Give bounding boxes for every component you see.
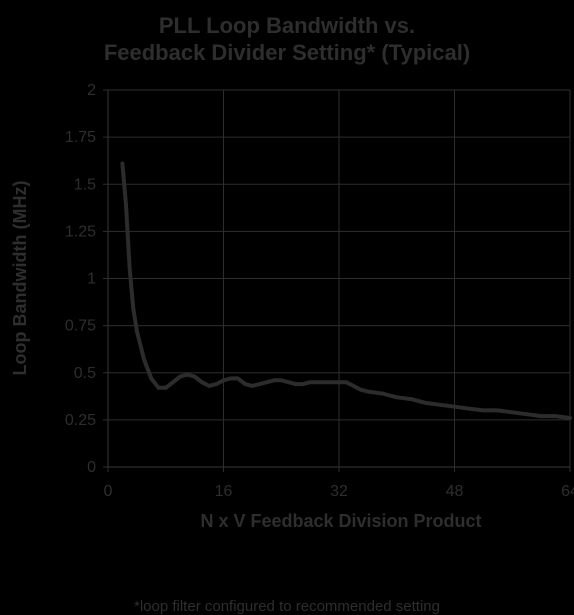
- y-tick-label: 2: [87, 82, 96, 99]
- chart-title-line-1: PLL Loop Bandwidth vs.: [158, 13, 416, 38]
- footnote: *loop filter configured to recommended s…: [133, 598, 440, 615]
- x-tick-label: 16: [215, 483, 233, 500]
- gridlines: [108, 89, 571, 467]
- y-tick-label: 0.25: [65, 412, 96, 429]
- y-tick-label: 1.25: [65, 223, 96, 240]
- y-tick-label: 0.75: [65, 318, 96, 335]
- y-tick-label: 1.5: [74, 176, 96, 193]
- x-tick-label: 64: [561, 483, 574, 500]
- axes: [103, 89, 571, 472]
- x-tick-label: 0: [104, 483, 113, 500]
- y-axis-label: Loop Bandwidth (MHz): [10, 181, 30, 376]
- y-tick-label: 1: [87, 271, 96, 288]
- x-axis-label: N x V Feedback Division Product: [200, 511, 481, 531]
- tick-labels: 0 0.25 0.5 0.75 1 1.25 1.5 1.75 2 0 16 32 48 64: [65, 82, 574, 500]
- chart-title-line-2: Feedback Divider Setting* (Typical): [103, 40, 471, 65]
- chart-title: PLL Loop Bandwidth vs. Feedback Divider …: [0, 12, 574, 66]
- y-tick-label: 1.75: [65, 129, 96, 146]
- x-tick-label: 32: [330, 483, 348, 500]
- series-line: [120, 161, 572, 420]
- series-layer: [120, 161, 572, 420]
- y-tick-label: 0.5: [74, 365, 96, 382]
- x-tick-label: 48: [446, 483, 464, 500]
- y-tick-label: 0: [87, 459, 96, 476]
